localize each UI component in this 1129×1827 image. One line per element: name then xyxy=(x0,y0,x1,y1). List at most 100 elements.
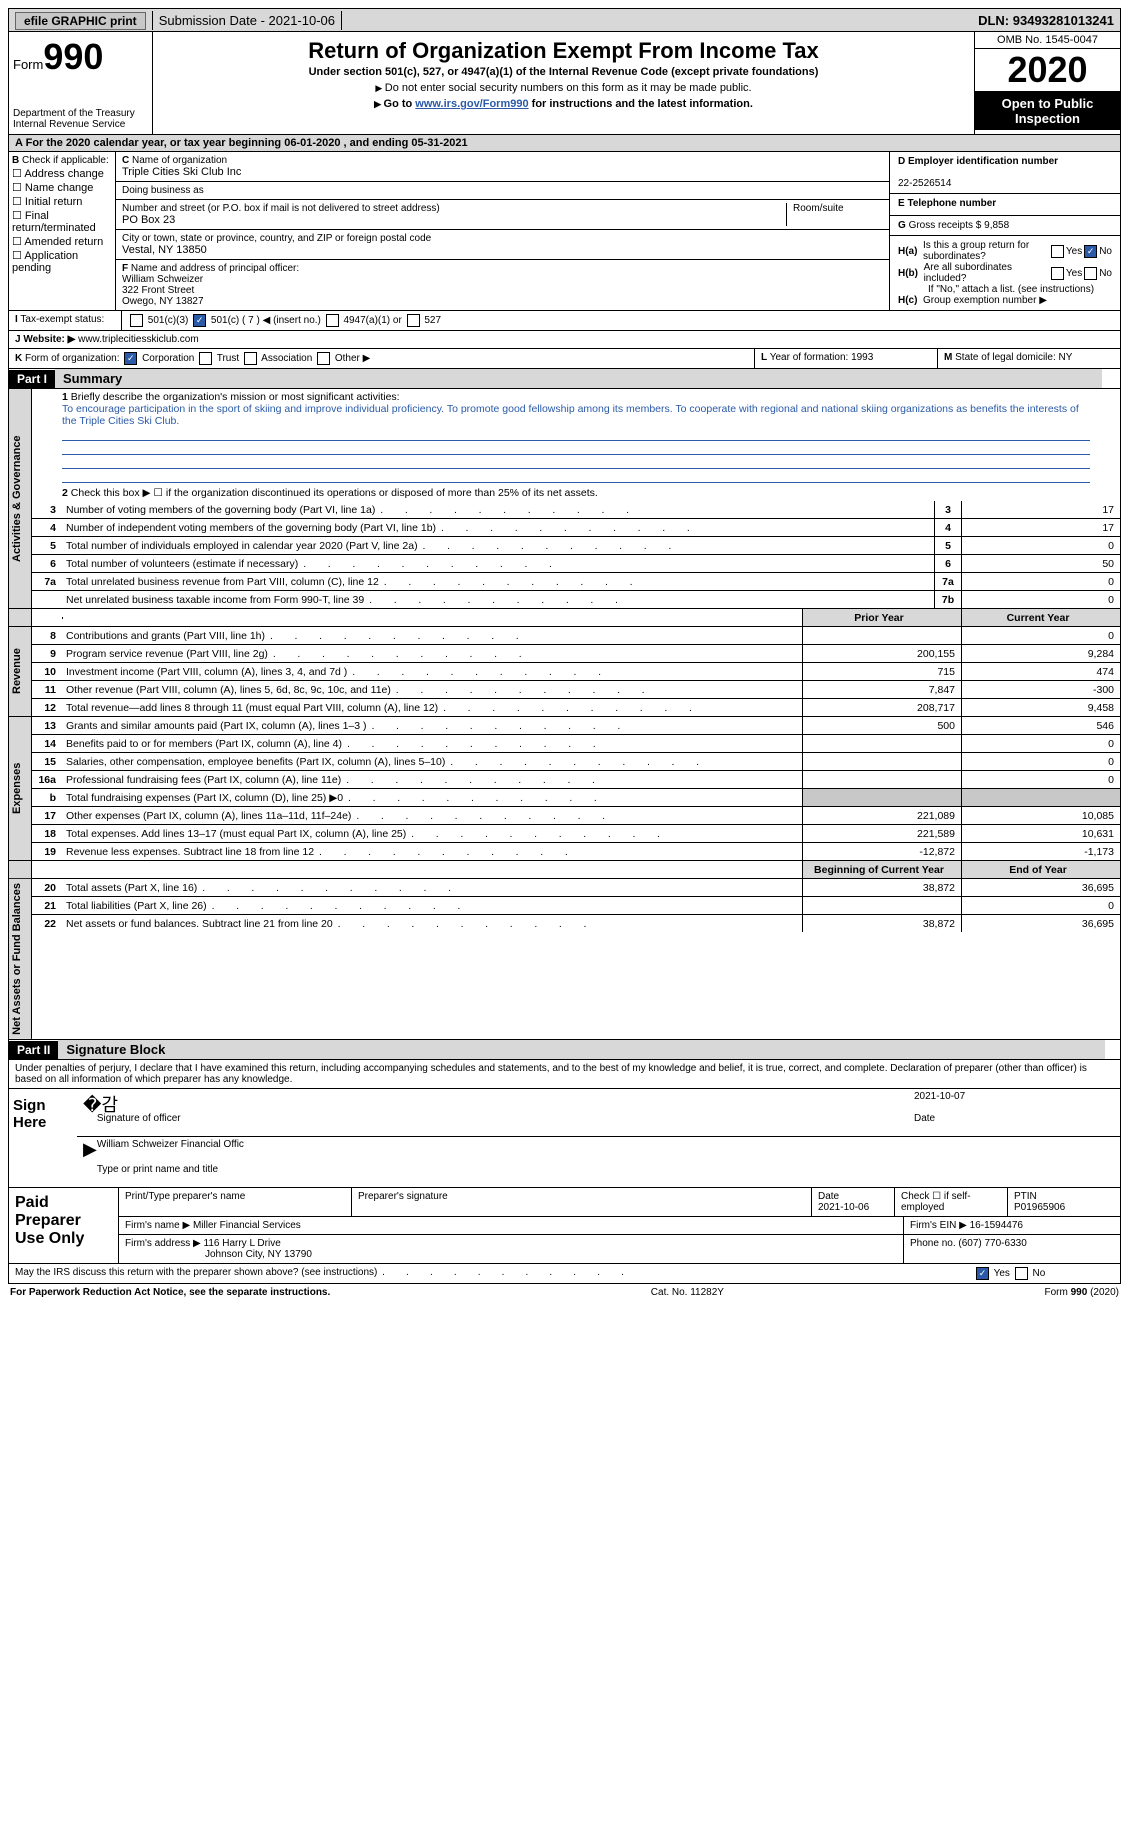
paid-preparer-block: Paid Preparer Use Only Print/Type prepar… xyxy=(8,1188,1121,1264)
gov-line: 4Number of independent voting members of… xyxy=(32,519,1120,537)
ha-yes[interactable] xyxy=(1051,245,1064,258)
col-prior: Prior Year xyxy=(802,609,961,626)
chk-name-change[interactable]: ☐ Name change xyxy=(12,181,112,194)
part1-body: Activities & Governance 1 Briefly descri… xyxy=(8,389,1121,609)
discuss-row: May the IRS discuss this return with the… xyxy=(8,1264,1121,1284)
row-tax-exempt: I Tax-exempt status: 501(c)(3) 501(c) ( … xyxy=(8,311,1121,331)
tab-revenue: Revenue xyxy=(9,627,32,716)
subtitle-1: Under section 501(c), 527, or 4947(a)(1)… xyxy=(161,66,966,78)
officer-print-name: William Schweizer Financial Offic xyxy=(97,1139,244,1160)
row-form-org: K Form of organization: Corporation Trus… xyxy=(8,349,1121,369)
chk-501c3[interactable] xyxy=(130,314,143,327)
data-line: 13Grants and similar amounts paid (Part … xyxy=(32,717,1120,735)
chk-other[interactable] xyxy=(317,352,330,365)
mission-text: To encourage participation in the sport … xyxy=(62,403,1079,427)
cat-no: Cat. No. 11282Y xyxy=(651,1287,724,1298)
box-c: C Name of organization Triple Cities Ski… xyxy=(116,152,889,310)
gov-line: 3Number of voting members of the governi… xyxy=(32,501,1120,519)
chk-self-employed[interactable]: Check ☐ if self-employed xyxy=(895,1188,1008,1216)
data-line: 21Total liabilities (Part X, line 26)0 xyxy=(32,897,1120,915)
hb-yes[interactable] xyxy=(1051,267,1064,280)
box-d-h: D Employer identification number22-25265… xyxy=(889,152,1120,310)
org-city: Vestal, NY 13850 xyxy=(122,244,207,256)
chk-trust[interactable] xyxy=(199,352,212,365)
website-url: www.triplecitiesskiclub.com xyxy=(78,334,199,345)
box-b: B Check if applicable: ☐ Address change … xyxy=(9,152,116,310)
chk-final-return[interactable]: ☐ Final return/terminated xyxy=(12,209,112,234)
discuss-no[interactable] xyxy=(1015,1267,1028,1280)
data-line: bTotal fundraising expenses (Part IX, co… xyxy=(32,789,1120,807)
col-boy: Beginning of Current Year xyxy=(802,861,961,878)
part2-header: Part IISignature Block xyxy=(8,1040,1121,1060)
section-revenue: Revenue 8Contributions and grants (Part … xyxy=(8,627,1121,717)
data-line: 20Total assets (Part X, line 16)38,87236… xyxy=(32,879,1120,897)
data-line: 14Benefits paid to or for members (Part … xyxy=(32,735,1120,753)
header-left: Form990 Department of the Treasury Inter… xyxy=(9,32,153,134)
chk-amended-return[interactable]: ☐ Amended return xyxy=(12,235,112,248)
section-net-assets: Net Assets or Fund Balances 20Total asse… xyxy=(8,879,1121,1040)
org-name: Triple Cities Ski Club Inc xyxy=(122,166,241,178)
top-bar: efile GRAPHIC print Submission Date - 20… xyxy=(8,8,1121,32)
row-website: J Website: ▶ www.triplecitiesskiclub.com xyxy=(8,331,1121,349)
chk-address-change[interactable]: ☐ Address change xyxy=(12,167,112,180)
prep-date: 2021-10-06 xyxy=(818,1202,869,1213)
tax-year: 2020 xyxy=(975,49,1120,92)
gov-line: 7aTotal unrelated business revenue from … xyxy=(32,573,1120,591)
hb-no[interactable] xyxy=(1084,267,1097,280)
firm-addr1: 116 Harry L Drive xyxy=(204,1238,281,1249)
chk-assoc[interactable] xyxy=(244,352,257,365)
section-expenses: Expenses 13Grants and similar amounts pa… xyxy=(8,717,1121,861)
hdr-revenue-cols: Prior YearCurrent Year xyxy=(8,609,1121,627)
paid-preparer-label: Paid Preparer Use Only xyxy=(9,1188,119,1263)
discuss-yes[interactable] xyxy=(976,1267,989,1280)
tab-governance: Activities & Governance xyxy=(9,389,32,608)
state-domicile: NY xyxy=(1059,352,1073,363)
data-line: 16aProfessional fundraising fees (Part I… xyxy=(32,771,1120,789)
dept-irs: Internal Revenue Service xyxy=(13,119,148,130)
data-line: 18Total expenses. Add lines 13–17 (must … xyxy=(32,825,1120,843)
ha-no[interactable] xyxy=(1084,245,1097,258)
signature-block: Under penalties of perjury, I declare th… xyxy=(8,1060,1121,1188)
firm-addr2: Johnson City, NY 13790 xyxy=(125,1249,312,1260)
chk-application-pending[interactable]: ☐ Application pending xyxy=(12,249,112,274)
gov-line: 6Total number of volunteers (estimate if… xyxy=(32,555,1120,573)
year-formation: 1993 xyxy=(851,352,873,363)
officer-addr2: Owego, NY 13827 xyxy=(122,296,204,307)
sig-date: 2021-10-07 xyxy=(914,1091,1114,1109)
chk-501c[interactable] xyxy=(193,314,206,327)
chk-corp[interactable] xyxy=(124,352,137,365)
data-line: 19Revenue less expenses. Subtract line 1… xyxy=(32,843,1120,860)
header-right: OMB No. 1545-0047 2020 Open to Public In… xyxy=(975,32,1120,134)
form990-link[interactable]: www.irs.gov/Form990 xyxy=(415,98,528,110)
gross-receipts: 9,858 xyxy=(984,220,1009,231)
ein: 22-2526514 xyxy=(898,178,951,189)
perjury-declaration: Under penalties of perjury, I declare th… xyxy=(9,1060,1120,1089)
col-current: Current Year xyxy=(961,609,1120,626)
chk-initial-return[interactable]: ☐ Initial return xyxy=(12,195,112,208)
chk-4947[interactable] xyxy=(326,314,339,327)
period-row: A For the 2020 calendar year, or tax yea… xyxy=(8,135,1121,152)
form-number: 990 xyxy=(43,36,103,77)
data-line: 11Other revenue (Part VIII, column (A), … xyxy=(32,681,1120,699)
entity-grid: B Check if applicable: ☐ Address change … xyxy=(8,152,1121,311)
form-ref: Form 990 (2020) xyxy=(1045,1287,1119,1298)
firm-ein: 16-1594476 xyxy=(970,1220,1023,1231)
room-suite: Room/suite xyxy=(786,203,883,226)
officer-addr1: 322 Front Street xyxy=(122,285,194,296)
subtitle-3: Go to www.irs.gov/Form990 for instructio… xyxy=(161,98,966,110)
firm-name: Miller Financial Services xyxy=(193,1220,301,1231)
officer-name: William Schweizer xyxy=(122,274,203,285)
hdr-net-cols: Beginning of Current YearEnd of Year xyxy=(8,861,1121,879)
data-line: 8Contributions and grants (Part VIII, li… xyxy=(32,627,1120,645)
paperwork-notice: For Paperwork Reduction Act Notice, see … xyxy=(10,1287,330,1298)
data-line: 17Other expenses (Part IX, column (A), l… xyxy=(32,807,1120,825)
part1-header: Part ISummary xyxy=(8,369,1121,389)
form-title: Return of Organization Exempt From Incom… xyxy=(161,38,966,64)
gov-line: Net unrelated business taxable income fr… xyxy=(32,591,1120,608)
efile-button[interactable]: efile GRAPHIC print xyxy=(15,12,146,30)
chk-527[interactable] xyxy=(407,314,420,327)
firm-phone: (607) 770-6330 xyxy=(958,1238,1026,1249)
tab-net-assets: Net Assets or Fund Balances xyxy=(9,879,32,1039)
org-address: PO Box 23 xyxy=(122,214,175,226)
col-eoy: End of Year xyxy=(961,861,1120,878)
